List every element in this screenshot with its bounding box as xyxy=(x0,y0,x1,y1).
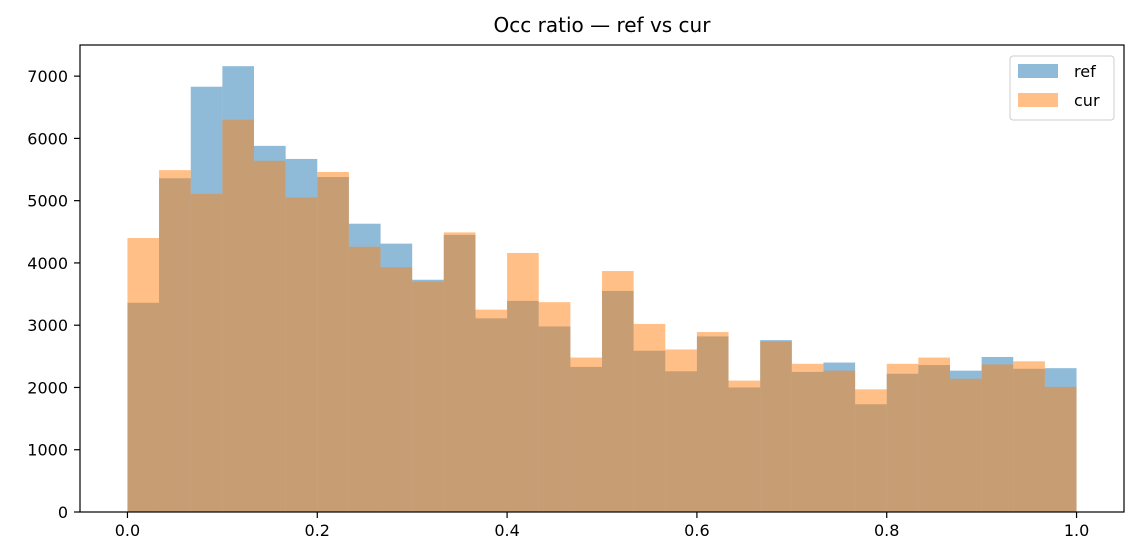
legend-swatch-cur xyxy=(1018,93,1058,107)
bar-cur-21 xyxy=(791,363,824,512)
bar-cur-15 xyxy=(602,271,634,512)
x-tick-label: 0.4 xyxy=(494,521,519,540)
y-tick-label: 1000 xyxy=(27,441,68,460)
y-tick-label: 5000 xyxy=(27,192,68,211)
bar-cur-2 xyxy=(190,193,223,513)
legend: ref cur xyxy=(1009,55,1115,121)
bar-cur-5 xyxy=(285,197,318,512)
bar-cur-23 xyxy=(855,389,887,512)
legend-label-cur: cur xyxy=(1074,91,1100,110)
bar-cur-20 xyxy=(760,341,792,512)
bar-cur-3 xyxy=(222,119,254,512)
bar-cur-28 xyxy=(1013,361,1045,512)
bar-cur-25 xyxy=(918,357,951,512)
bar-cur-9 xyxy=(412,281,444,512)
x-tick-label: 1.0 xyxy=(1064,521,1089,540)
bar-cur-24 xyxy=(886,363,919,512)
y-tick-label: 6000 xyxy=(27,129,68,148)
bar-cur-13 xyxy=(538,302,571,512)
y-tick-label: 2000 xyxy=(27,378,68,397)
plot-frame xyxy=(79,44,1125,513)
bars-layer xyxy=(127,66,1077,513)
bar-cur-26 xyxy=(950,378,982,512)
x-tick-label: 0.0 xyxy=(115,521,140,540)
y-tick-label: 4000 xyxy=(27,254,68,273)
bar-cur-7 xyxy=(348,246,381,512)
bar-cur-12 xyxy=(507,252,539,512)
bar-cur-17 xyxy=(665,349,697,512)
bar-cur-4 xyxy=(253,160,286,513)
bar-cur-6 xyxy=(317,172,349,513)
bar-cur-22 xyxy=(823,370,856,512)
bar-cur-18 xyxy=(696,332,729,512)
bar-cur-16 xyxy=(633,323,666,512)
y-tick-label: 3000 xyxy=(27,316,68,335)
y-tick-label: 7000 xyxy=(27,67,68,86)
bar-cur-1 xyxy=(159,170,191,512)
bar-cur-14 xyxy=(570,357,602,512)
chart-title: Occ ratio — ref vs cur xyxy=(494,13,712,37)
bar-cur-8 xyxy=(380,267,413,512)
legend-swatch-ref xyxy=(1018,64,1058,78)
bar-cur-0 xyxy=(127,238,160,512)
x-tick-label: 0.8 xyxy=(874,521,899,540)
bar-cur-19 xyxy=(728,380,761,512)
bar-cur-29 xyxy=(1044,386,1077,512)
y-tick-label: 0 xyxy=(58,503,68,522)
bar-cur-11 xyxy=(475,309,508,512)
x-tick-label: 0.6 xyxy=(684,521,709,540)
bar-cur-10 xyxy=(443,232,476,512)
x-tick-label: 0.2 xyxy=(305,521,330,540)
legend-label-ref: ref xyxy=(1074,62,1096,81)
bar-cur-27 xyxy=(981,364,1014,512)
axes-layer: 0.0 0.2 0.4 0.6 0.8 1.0 0 1000 2000 3000 4000 5000 6… xyxy=(27,44,1125,540)
